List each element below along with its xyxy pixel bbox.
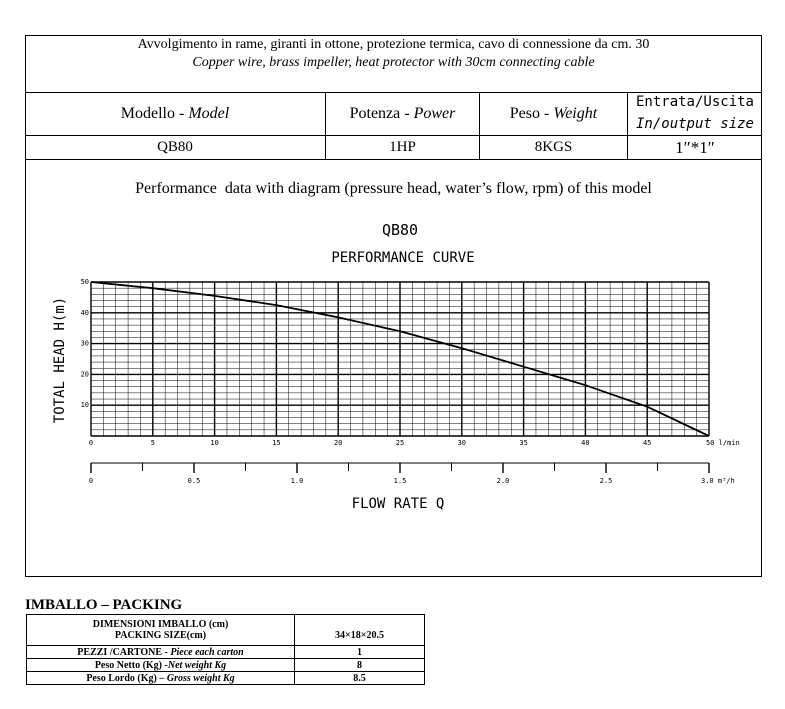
gross-weight-label: Peso Lordo (Kg) – Gross weight Kg [26, 671, 295, 685]
spec-table-mid-border [25, 135, 762, 136]
power-header: Potenza - Power [326, 93, 479, 135]
weight-value: 8KGS [534, 139, 573, 155]
spec-table-divider-2 [479, 92, 480, 159]
secondary-axis-tick-label: 1.5 [394, 477, 407, 485]
net-weight-value: 8 [294, 658, 425, 672]
y-tick-label: 10 [81, 401, 89, 409]
performance-chart: QB80 PERFORMANCE CURVE TOTAL HEAD H(m) F… [52, 221, 740, 512]
x-tick-label: 35 [519, 439, 527, 447]
net-weight-label-it: Peso Netto (Kg) - [94, 659, 168, 671]
packing-title: IMBALLO – PACKING [25, 597, 183, 613]
y-tick-label: 20 [81, 370, 89, 378]
x-tick-labels: 0 5 10 15 20 25 30 35 40 45 50 l/min [89, 439, 740, 447]
secondary-axis-tick-label: 0 [89, 477, 93, 485]
x-tick-label: 30 [458, 439, 466, 447]
x-tick-label: 40 [581, 439, 589, 447]
chart-title: QB80 [382, 221, 418, 239]
model-header: Modello - Model [25, 93, 325, 135]
chart-subtitle: PERFORMANCE CURVE [331, 250, 474, 266]
x-tick-label: 25 [396, 439, 404, 447]
pieces-value: 1 [294, 645, 425, 659]
power-header-en: Power [413, 105, 456, 122]
performance-caption: Performance data with diagram (pressure … [135, 180, 652, 197]
spec-table-bottom-border [25, 159, 762, 160]
io-header-it: Entrata/Uscita [635, 94, 754, 110]
x-tick-label: 10 [210, 439, 218, 447]
x-axis-label: FLOW RATE Q [352, 496, 445, 512]
gross-weight-label-it: Peso Lordo (Kg) – [86, 672, 167, 684]
spec-table-divider-1 [325, 92, 326, 159]
power-header-it: Potenza - [349, 105, 414, 122]
model-header-it: Modello - [120, 105, 189, 122]
y-tick-label: 40 [81, 309, 89, 317]
spec-table-divider-3 [627, 92, 628, 159]
weight-header-en: Weight [553, 105, 598, 122]
gross-weight-label-en: Gross weight Kg [166, 672, 235, 684]
packing-table: DIMENSIONI IMBALLO (cm) PACKING SIZE(cm)… [26, 614, 425, 685]
x-tick-label: 50 l/min [706, 439, 740, 447]
secondary-axis-tick-label: 1.0 [291, 477, 304, 485]
secondary-axis-tick-label: 2.5 [600, 477, 613, 485]
table-row: Peso Lordo (Kg) – Gross weight Kg 8.5 [26, 671, 425, 685]
header-line-english: Copper wire, brass impeller, heat protec… [192, 55, 595, 70]
net-weight-label: Peso Netto (Kg) -Net weight Kg [26, 658, 295, 672]
table-row: DIMENSIONI IMBALLO (cm) PACKING SIZE(cm)… [26, 614, 425, 646]
x-tick-label: 20 [334, 439, 342, 447]
performance-curve-line [90, 281, 710, 437]
secondary-x-axis: 0 0.5 1.0 1.5 2.0 2.5 3.0 m³/h [89, 462, 735, 485]
grid-major [90, 281, 710, 437]
power-value: 1HP [389, 139, 416, 155]
y-tick-label: 30 [81, 340, 89, 348]
net-weight-label-en: Net weight Kg [167, 659, 227, 671]
secondary-axis-tick-label: 3.0 m³/h [701, 477, 735, 485]
packing-size-label-it: DIMENSIONI IMBALLO (cm) [92, 619, 229, 630]
packing-size-label-en: PACKING SIZE(cm) [114, 630, 207, 641]
packing-size-value: 34×18×20.5 [294, 614, 425, 646]
model-value: QB80 [157, 139, 193, 155]
weight-header-it: Peso - [509, 105, 554, 122]
table-row: PEZZI /CARTONE - Piece each carton 1 [26, 645, 425, 659]
io-header-en: In/output size [635, 116, 754, 132]
io-value: 1″*1″ [675, 137, 715, 157]
series-group [90, 281, 710, 437]
pieces-label-en: Piece each carton [170, 646, 244, 658]
pieces-label-it: PEZZI /CARTONE - [77, 646, 171, 658]
spec-table-top-border [25, 92, 762, 93]
spec-sheet-frame [25, 35, 762, 577]
gross-weight-value: 8.5 [294, 671, 425, 685]
x-tick-label: 0 [89, 439, 93, 447]
pieces-label: PEZZI /CARTONE - Piece each carton [26, 645, 295, 659]
x-tick-label: 15 [272, 439, 280, 447]
packing-size-label: DIMENSIONI IMBALLO (cm) PACKING SIZE(cm) [26, 614, 295, 646]
header-line-italian: Avvolgimento in rame, giranti in ottone,… [137, 37, 650, 52]
y-tick-labels: 10 20 30 40 50 [81, 278, 89, 409]
y-axis-label: TOTAL HEAD H(m) [52, 297, 68, 423]
weight-header: Peso - Weight [480, 93, 627, 135]
x-tick-label: 45 [643, 439, 651, 447]
model-header-en: Model [188, 105, 230, 122]
x-tick-label: 5 [151, 439, 155, 447]
table-row: Peso Netto (Kg) -Net weight Kg 8 [26, 658, 425, 672]
secondary-axis-tick-label: 0.5 [188, 477, 201, 485]
secondary-axis-tick-label: 2.0 [497, 477, 510, 485]
y-tick-label: 50 [81, 278, 89, 286]
